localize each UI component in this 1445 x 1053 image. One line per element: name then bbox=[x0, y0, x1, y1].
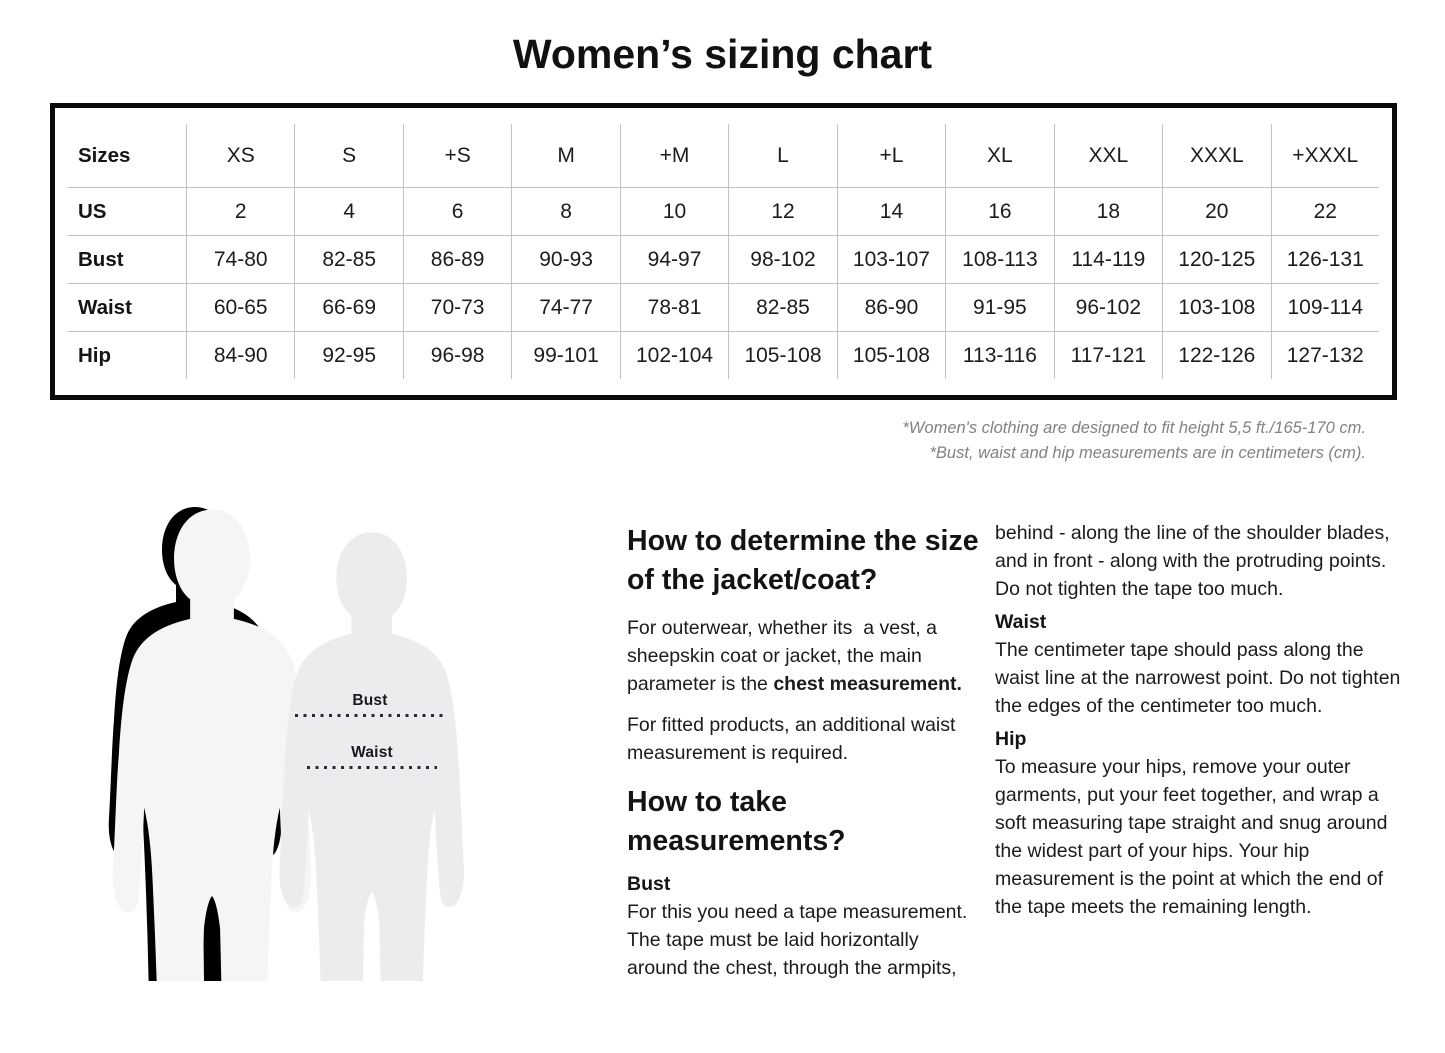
table-cell: 84-90 bbox=[186, 331, 295, 379]
table-cell: 86-90 bbox=[836, 283, 946, 331]
table-cell: 2 bbox=[186, 187, 295, 235]
waist-measure-line bbox=[307, 766, 437, 769]
size-header-cell: +XXXL bbox=[1270, 124, 1379, 187]
waist-subheading: Waist bbox=[995, 611, 1047, 633]
table-cell: 78-81 bbox=[619, 283, 729, 331]
sizing-table-grid: Sizes XS S +S M +M L +L XL XXL XXXL +XXX… bbox=[68, 124, 1379, 379]
table-cell: 98-102 bbox=[728, 235, 837, 283]
bust-measure: Bust bbox=[295, 692, 445, 717]
table-cell: 82-85 bbox=[294, 235, 403, 283]
table-cell: 70-73 bbox=[402, 283, 512, 331]
table-cell: 105-108 bbox=[836, 331, 946, 379]
determine-size-heading: How to determine the size of the jacket/… bbox=[627, 525, 979, 596]
waist-measure-label: Waist bbox=[351, 744, 393, 761]
table-cell: 102-104 bbox=[619, 331, 729, 379]
instructions-right-column: behind - along the line of the shoulder … bbox=[995, 519, 1405, 927]
table-cell: 96-102 bbox=[1053, 283, 1163, 331]
table-cell: 96-98 bbox=[402, 331, 512, 379]
bust-instructions: For this you need a tape measurement. Th… bbox=[627, 901, 973, 979]
table-cell: 20 bbox=[1162, 187, 1271, 235]
chest-measurement-emphasis: chest measurement. bbox=[773, 673, 962, 695]
size-header-cell: S bbox=[294, 124, 402, 187]
table-cell: 18 bbox=[1053, 187, 1163, 235]
hip-instructions: To measure your hips, remove your outer … bbox=[995, 756, 1393, 918]
row-label-bust: Bust bbox=[68, 235, 186, 283]
size-header-cell: +L bbox=[836, 124, 945, 187]
table-cell: 12 bbox=[728, 187, 837, 235]
table-cell: 16 bbox=[945, 187, 1054, 235]
table-cell: 108-113 bbox=[945, 235, 1054, 283]
size-header-cell: M bbox=[511, 124, 619, 187]
table-cell: 114-119 bbox=[1053, 235, 1163, 283]
size-header-cell: +M bbox=[619, 124, 728, 187]
take-measurements-heading: How to take measurements? bbox=[627, 786, 846, 857]
size-header-cell: XXXL bbox=[1162, 124, 1270, 187]
row-label-waist: Waist bbox=[68, 283, 186, 331]
size-header-cell: +S bbox=[402, 124, 511, 187]
table-cell: 122-126 bbox=[1162, 331, 1271, 379]
table-cell: 126-131 bbox=[1270, 235, 1379, 283]
row-label-sizes: Sizes bbox=[78, 143, 131, 167]
bust-subheading: Bust bbox=[627, 873, 671, 895]
size-header-cell: XS bbox=[186, 124, 294, 187]
table-cell: 4 bbox=[294, 187, 403, 235]
size-header-cell: XL bbox=[945, 124, 1053, 187]
determine-size-paragraph-2: For fitted products, an additional waist… bbox=[627, 714, 961, 764]
table-cell: 94-97 bbox=[619, 235, 729, 283]
table-cell: 91-95 bbox=[945, 283, 1054, 331]
body-silhouettes: Bust Waist bbox=[85, 503, 605, 981]
table-cell: 10 bbox=[619, 187, 729, 235]
table-cell: 60-65 bbox=[186, 283, 295, 331]
table-cell: 66-69 bbox=[294, 283, 403, 331]
size-header-cell: L bbox=[728, 124, 836, 187]
table-cell: 103-107 bbox=[836, 235, 946, 283]
table-cell: 117-121 bbox=[1053, 331, 1163, 379]
bust-measure-label: Bust bbox=[352, 692, 388, 709]
table-cell: 113-116 bbox=[945, 331, 1054, 379]
page-title: Women’s sizing chart bbox=[512, 31, 933, 77]
silhouette-front bbox=[279, 532, 464, 981]
table-cell: 14 bbox=[836, 187, 946, 235]
footnote-units: *Bust, waist and hip measurements are in… bbox=[929, 444, 1366, 462]
silhouette-back bbox=[112, 509, 312, 981]
silhouette-figures-graphic bbox=[108, 507, 464, 981]
instructions-left-column: How to determine the size of the jacket/… bbox=[627, 522, 979, 988]
bust-instructions-continued: behind - along the line of the shoulder … bbox=[995, 522, 1396, 600]
bust-measure-line bbox=[295, 714, 445, 717]
table-cell: 74-80 bbox=[186, 235, 295, 283]
table-cell: 92-95 bbox=[294, 331, 403, 379]
table-cell: 86-89 bbox=[402, 235, 512, 283]
size-header-cell: XXL bbox=[1053, 124, 1162, 187]
table-cell: 109-114 bbox=[1270, 283, 1379, 331]
determine-size-paragraph-1: For outerwear, whether its a vest, a she… bbox=[627, 614, 979, 698]
table-cell: 6 bbox=[402, 187, 512, 235]
footnotes: *Women's clothing are designed to fit he… bbox=[902, 416, 1366, 466]
waist-instructions: The centimeter tape should pass along th… bbox=[995, 639, 1406, 717]
row-label-hip: Hip bbox=[68, 331, 186, 379]
table-cell: 22 bbox=[1270, 187, 1379, 235]
sizing-table: Sizes XS S +S M +M L +L XL XXL XXXL +XXX… bbox=[50, 103, 1397, 400]
table-cell: 90-93 bbox=[511, 235, 620, 283]
table-cell: 105-108 bbox=[728, 331, 837, 379]
table-cell: 120-125 bbox=[1162, 235, 1271, 283]
row-label-us: US bbox=[68, 187, 186, 235]
table-cell: 127-132 bbox=[1270, 331, 1379, 379]
footnote-height: *Women's clothing are designed to fit he… bbox=[902, 419, 1366, 437]
waist-measure: Waist bbox=[307, 744, 437, 769]
determine-size-paragraph-1-text: For outerwear, whether its a vest, a she… bbox=[627, 617, 943, 695]
table-cell: 82-85 bbox=[728, 283, 837, 331]
table-cell: 8 bbox=[511, 187, 620, 235]
table-cell: 99-101 bbox=[511, 331, 620, 379]
hip-subheading: Hip bbox=[995, 728, 1027, 750]
table-cell: 74-77 bbox=[511, 283, 620, 331]
table-cell: 103-108 bbox=[1162, 283, 1271, 331]
